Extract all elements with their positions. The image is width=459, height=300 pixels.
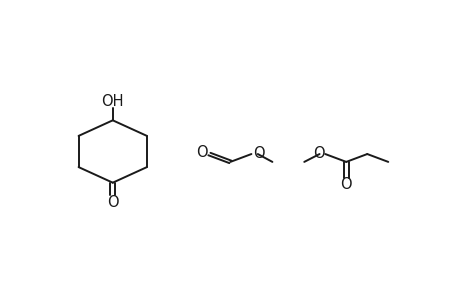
Text: O: O xyxy=(340,178,351,193)
Text: O: O xyxy=(252,146,264,161)
Text: O: O xyxy=(196,146,207,160)
Text: OH: OH xyxy=(101,94,124,109)
Text: O: O xyxy=(106,195,118,210)
Text: O: O xyxy=(313,146,324,160)
